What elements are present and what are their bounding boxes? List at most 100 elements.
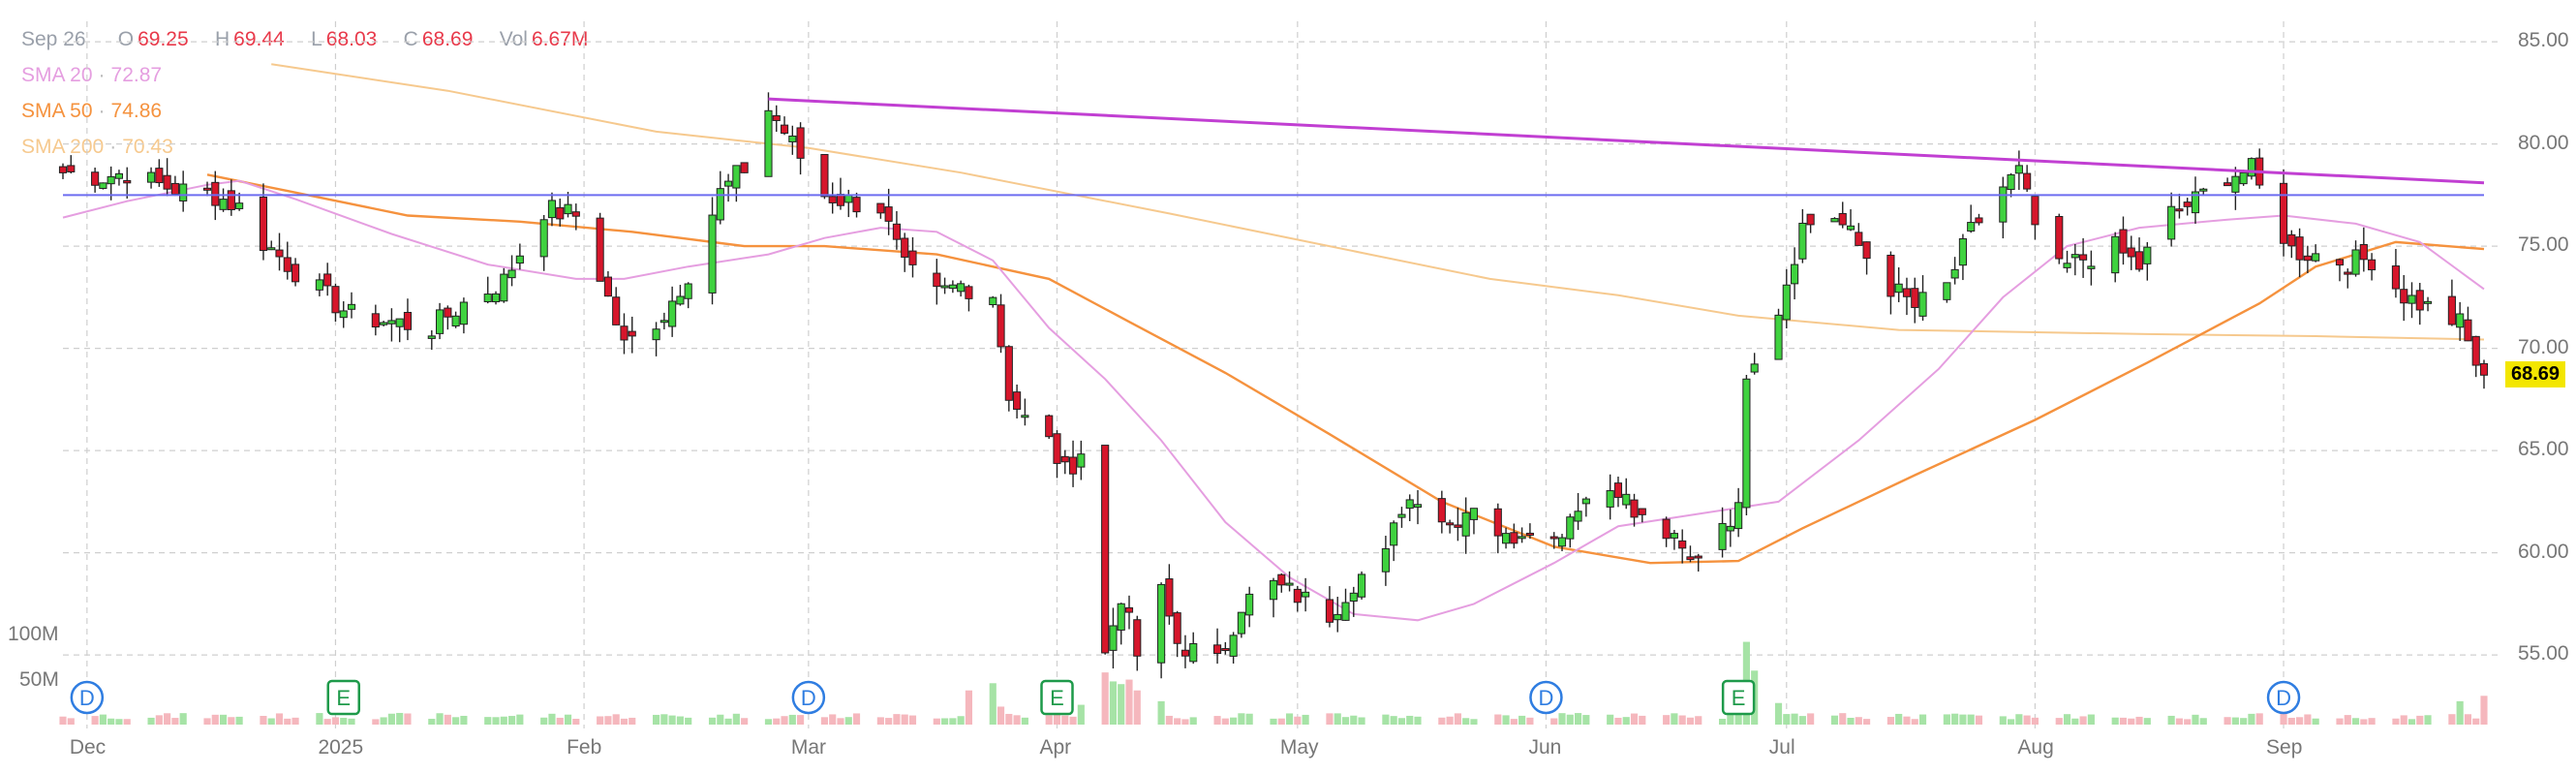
dividend-icon (2266, 680, 2301, 715)
volume-bar (1221, 718, 1229, 725)
volume-bar (1622, 717, 1630, 725)
candle-body (716, 188, 724, 221)
indicator-sma20-value: 72.87 (110, 64, 163, 86)
candle-body (1742, 378, 1751, 509)
candle-body (828, 196, 837, 203)
low-value: 68.03 (325, 28, 378, 50)
volume-bar (444, 714, 451, 725)
candle-body (844, 195, 853, 203)
close-label: C (403, 28, 418, 50)
candle-body (1622, 493, 1631, 506)
volume-bar (1959, 714, 1967, 725)
volume-bar (1285, 713, 1294, 725)
volume-bar (2472, 718, 2480, 725)
indicator-sma20[interactable]: SMA 20 · 72.87 (21, 64, 163, 86)
candle-body (235, 202, 244, 209)
drawing-overlays[interactable] (63, 97, 2485, 197)
candle-body (2279, 182, 2288, 244)
volume-bar (908, 715, 917, 725)
candle-body (2407, 294, 2416, 304)
candle-body (1958, 238, 1967, 266)
volume-bar (901, 714, 908, 725)
volume-bar (2424, 715, 2432, 725)
volume-bar (1510, 719, 1518, 725)
y-tick-label: 85.00 (2518, 29, 2569, 52)
indicator-sma50-value: 74.86 (110, 100, 163, 122)
earnings-label: E (1050, 686, 1064, 710)
volume-bar (1382, 714, 1390, 725)
volume-bar (2407, 719, 2416, 725)
volume-bar (2071, 718, 2079, 725)
volume-bar (2344, 715, 2351, 725)
volume-bar (1774, 702, 1783, 725)
dividend-label: D (79, 686, 95, 710)
y-tick-label: 60.00 (2518, 540, 2569, 563)
y-tick-label: 70.00 (2518, 335, 2569, 358)
volume-bar (1230, 717, 1238, 725)
volume-bar (2392, 718, 2400, 725)
candle-body (444, 307, 452, 318)
x-tick-label: Feb (567, 736, 602, 759)
earnings-marker[interactable]: E (1721, 679, 1756, 716)
candlesticks[interactable] (58, 92, 2489, 679)
earnings-marker[interactable]: E (1040, 679, 1074, 716)
dividend-marker[interactable]: D (791, 680, 826, 715)
volume-bar (852, 713, 861, 725)
volume-bar (564, 714, 572, 725)
ohlc-readout: Sep 26 O 69.25 H 69.44 L 68.03 C 68.69 Vol 6.… (21, 21, 592, 57)
candle-body (1557, 537, 1567, 547)
volume-bar (1414, 716, 1422, 725)
indicator-sma50[interactable]: SMA 50 · 74.86 (21, 100, 163, 122)
candle-body (1638, 508, 1646, 515)
candle-body (1229, 635, 1238, 657)
candle-body (1902, 288, 1912, 297)
high-value: 69.44 (233, 28, 285, 50)
candle-body (612, 296, 621, 325)
indicator-sma200[interactable]: SMA 200 · 70.43 (21, 136, 173, 158)
volume-bar (1999, 716, 2007, 725)
dividend-marker[interactable]: D (70, 680, 105, 715)
volume-bar (1470, 719, 1478, 725)
volume-bar (428, 719, 436, 725)
volume-bar (540, 717, 548, 725)
candle-body (788, 135, 797, 142)
volume-bar (387, 713, 395, 725)
candle-body (515, 255, 524, 264)
volume-bar (348, 718, 355, 725)
x-tick-label: 2025 (318, 736, 364, 759)
volume-bar (1943, 714, 1950, 725)
last-price-badge: 68.69 (2505, 361, 2566, 388)
candle-body (1437, 498, 1446, 523)
candle-body (892, 223, 901, 240)
volume-bar (1118, 684, 1125, 725)
trendline-drawing (768, 97, 2485, 185)
volume-bar (1181, 719, 1189, 725)
volume-bar (1695, 716, 1702, 725)
candle-body (99, 182, 107, 189)
volume-bar (1165, 715, 1173, 725)
candle-body (1734, 502, 1743, 530)
candle-body (451, 315, 460, 326)
candle-body (267, 247, 276, 251)
dividend-marker[interactable]: D (2266, 680, 2301, 715)
volume-bar (1911, 719, 1918, 725)
sma50-line (206, 173, 2485, 565)
volume-bar (1807, 713, 1815, 725)
volume-bar (1270, 718, 1277, 725)
volume-bar (1125, 679, 1133, 725)
volume-bar (2240, 718, 2248, 725)
chart-legend: Sep 26 O 69.25 H 69.44 L 68.03 C 68.69 Vol 6.… (21, 21, 592, 165)
volume-bar (452, 717, 460, 725)
y-tick-label: 55.00 (2518, 642, 2569, 666)
candle-body (2023, 172, 2032, 190)
candle-body (491, 293, 501, 303)
indicator-sma50-name: SMA 50 (21, 100, 93, 122)
candle-body (1549, 536, 1558, 540)
earnings-marker[interactable]: E (326, 679, 360, 716)
candle-body (820, 153, 829, 198)
volume-bar (1886, 717, 1894, 725)
dividend-marker[interactable]: D (1529, 680, 1563, 715)
earnings-icon (326, 679, 360, 716)
